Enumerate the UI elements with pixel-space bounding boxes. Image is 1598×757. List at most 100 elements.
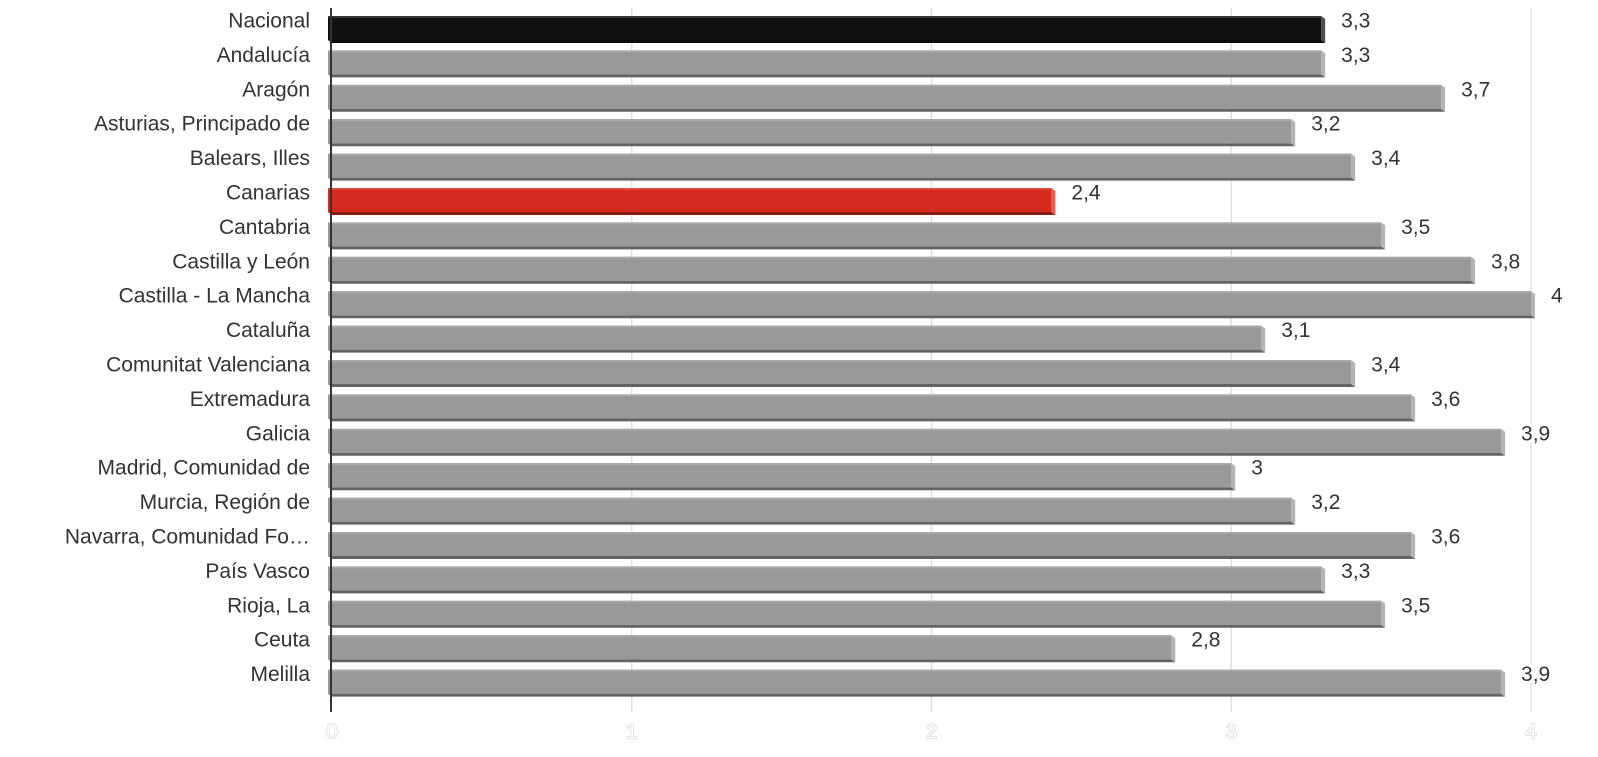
category-label: Canarias	[226, 182, 310, 205]
x-tick-label: 4	[1525, 721, 1537, 744]
bar-side-face	[1321, 566, 1326, 594]
bar-highlight	[328, 360, 1352, 362]
category-label: Aragón	[242, 78, 310, 101]
bar	[328, 153, 1356, 181]
x-tick-label: 1	[626, 721, 638, 744]
bar	[328, 428, 1506, 456]
value-label: 3,5	[1401, 216, 1430, 239]
bar-bottom-face	[328, 349, 1266, 353]
bar-bottom-face	[328, 624, 1386, 628]
bar	[328, 497, 1296, 525]
bar-front-face	[328, 532, 1412, 556]
bar-front-face	[328, 360, 1352, 384]
bar-highlight	[328, 428, 1502, 431]
bar-bottom-face	[328, 452, 1506, 456]
value-label: 3,1	[1281, 319, 1310, 342]
bar	[328, 394, 1416, 422]
bar	[328, 360, 1356, 387]
value-label: 3,3	[1341, 10, 1370, 33]
category-label: Rioja, La	[227, 594, 310, 617]
bar	[328, 50, 1326, 78]
category-label: Extremadura	[190, 388, 311, 411]
bar-side-face	[1381, 222, 1386, 250]
value-label: 3	[1251, 457, 1263, 480]
category-label: Asturias, Principado de	[94, 113, 310, 136]
bar-bottom-face	[328, 487, 1236, 491]
bar-side-face	[1381, 600, 1386, 628]
category-label: Nacional	[228, 10, 310, 33]
value-label: 3,2	[1311, 491, 1340, 514]
bar-bottom-face	[328, 418, 1416, 422]
bar-highlight	[328, 669, 1502, 672]
bar-bottom-face	[328, 40, 1326, 43]
value-label: 3,3	[1341, 44, 1370, 67]
bar-front-face	[328, 84, 1442, 109]
bar	[328, 635, 1176, 663]
bar-front-face	[328, 153, 1352, 178]
value-label: 2,8	[1191, 629, 1220, 652]
bar-front-face	[328, 394, 1412, 419]
bar-front-face	[328, 188, 1052, 212]
category-label: Balears, Illes	[190, 147, 310, 170]
category-label: Cataluña	[226, 319, 310, 342]
bar	[328, 532, 1416, 559]
bar-side-face	[1171, 635, 1176, 663]
bar-side-face	[1321, 50, 1326, 78]
value-label: 3,4	[1371, 147, 1401, 170]
bar-bottom-face	[328, 521, 1296, 525]
bar	[328, 256, 1476, 284]
bar-bottom-face	[328, 384, 1356, 387]
bar-side-face	[1291, 119, 1296, 147]
x-tick-label: 3	[1225, 721, 1237, 744]
category-label: Comunitat Valenciana	[106, 354, 310, 377]
bar-highlight	[328, 222, 1382, 225]
bar-bottom-face	[328, 659, 1176, 663]
value-label: 4	[1551, 285, 1563, 308]
bar-side-face	[1351, 360, 1356, 387]
bar-bottom-face	[328, 556, 1416, 559]
category-label: Galicia	[246, 422, 311, 445]
bar-bottom-face	[328, 315, 1535, 319]
bar	[328, 463, 1236, 491]
bars	[328, 16, 1535, 697]
bar-front-face	[328, 119, 1292, 144]
bar-highlight	[328, 566, 1322, 569]
bar	[328, 600, 1386, 628]
bar-highlight	[328, 325, 1262, 328]
value-label: 3,3	[1341, 560, 1370, 583]
bar-highlight	[328, 50, 1322, 53]
bar-side-face	[1501, 428, 1506, 456]
bar-bottom-face	[328, 74, 1326, 78]
category-label: Castilla - La Mancha	[119, 285, 311, 308]
value-label: 3,8	[1491, 250, 1520, 273]
category-label: Ceuta	[254, 629, 310, 652]
bar	[328, 119, 1296, 147]
value-label: 3,9	[1521, 422, 1550, 445]
bar-bottom-face	[328, 212, 1056, 215]
bar-highlight	[328, 600, 1382, 603]
bar	[328, 188, 1056, 215]
bar-front-face	[328, 600, 1382, 625]
bar-highlight	[328, 256, 1472, 259]
bar-side-face	[1231, 463, 1236, 491]
bar	[328, 325, 1266, 353]
category-labels: Nacional Andalucía Aragón Asturias, Princip…	[65, 10, 310, 687]
bar-side-face	[1411, 394, 1416, 422]
bar-bottom-face	[328, 590, 1326, 594]
value-label: 3,5	[1401, 594, 1430, 617]
category-label: País Vasco	[205, 560, 310, 583]
bar	[328, 566, 1326, 594]
bar-bottom-face	[328, 246, 1386, 250]
bar-highlight	[328, 291, 1531, 294]
bar-side-face	[1531, 291, 1535, 319]
value-label: 2,4	[1071, 182, 1101, 205]
x-tick-label: 0	[326, 721, 338, 744]
bar-bottom-face	[328, 280, 1476, 284]
bar-front-face	[328, 50, 1322, 75]
bar-bottom-face	[328, 108, 1446, 112]
bar-side-face	[1351, 153, 1356, 181]
bar-side-face	[1261, 325, 1266, 353]
bar	[328, 669, 1506, 697]
